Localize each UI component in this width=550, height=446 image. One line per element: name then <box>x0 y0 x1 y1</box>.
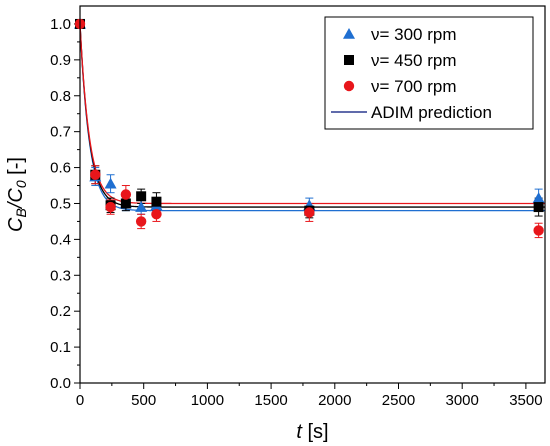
data-point <box>304 207 315 218</box>
data-point <box>532 192 545 203</box>
y-axis-slash-c: /C <box>5 188 27 211</box>
plot-frame <box>79 5 546 384</box>
legend-items: ν= 300 rpm ν= 450 rpm ν= 700 rpm ADIM predi… <box>331 25 492 122</box>
y-tick-label: 0.5 <box>50 195 71 212</box>
x-tick-label: 3000 <box>446 392 479 409</box>
legend-marker <box>344 55 354 65</box>
legend: ν= 300 rpm ν= 450 rpm ν= 700 rpm ADIM predi… <box>324 16 534 130</box>
x-axis-title: t [s] <box>296 421 328 443</box>
y-axis-unit: [-] <box>5 157 27 180</box>
x-tick-label: 0 <box>76 392 84 409</box>
y-axis-main: C <box>5 217 27 232</box>
y-tick-label: 0.2 <box>50 303 71 320</box>
legend-marker <box>343 80 355 92</box>
x-axis-ticks: 0 500 1000 1500 2000 2500 3000 3500 <box>76 383 543 409</box>
y-axis-sub-b: B <box>13 208 29 217</box>
y-axis-ticks: 0.0 0.1 0.2 0.3 0.4 0.5 0.6 0.7 0.8 0.9 1.0 <box>50 16 80 392</box>
data-point <box>90 169 101 180</box>
legend-label: ADIM prediction <box>371 103 492 122</box>
legend-label: ν= 450 rpm <box>371 51 457 70</box>
x-tick-label: 3500 <box>509 392 542 409</box>
data-point <box>135 201 148 212</box>
data-point <box>151 196 162 207</box>
data-point <box>136 191 147 202</box>
legend-marker <box>343 28 355 39</box>
x-tick-label: 1000 <box>191 392 224 409</box>
x-tick-label: 500 <box>131 392 156 409</box>
x-tick-label: 1500 <box>254 392 287 409</box>
x-axis-variable: t <box>296 421 303 443</box>
data-markers <box>74 17 545 236</box>
y-tick-label: 0.1 <box>50 339 71 356</box>
y-tick-label: 0.9 <box>50 52 71 69</box>
y-tick-label: 0.0 <box>50 375 71 392</box>
legend-box <box>324 16 534 130</box>
data-point <box>135 216 147 227</box>
data-point <box>151 209 162 220</box>
y-tick-label: 0.7 <box>50 124 71 141</box>
data-point <box>120 198 131 209</box>
data-point <box>533 202 544 213</box>
data-point <box>104 177 117 189</box>
x-tick-label: 2000 <box>318 392 351 409</box>
y-axis-title: CB/C0 [-] <box>5 157 29 232</box>
y-axis-sub-0: 0 <box>13 180 29 188</box>
data-point <box>105 201 116 213</box>
legend-label: ν= 300 rpm <box>371 25 457 44</box>
x-axis-unit: [s] <box>302 421 329 443</box>
y-tick-label: 0.6 <box>50 160 71 177</box>
y-tick-label: 1.0 <box>50 16 71 33</box>
y-tick-label: 0.3 <box>50 267 71 284</box>
legend-label: ν= 700 rpm <box>371 77 457 96</box>
y-tick-label: 0.4 <box>50 231 71 248</box>
data-point <box>120 189 132 200</box>
x-tick-label: 2500 <box>382 392 415 409</box>
y-tick-label: 0.8 <box>50 88 71 105</box>
data-point <box>533 225 544 236</box>
